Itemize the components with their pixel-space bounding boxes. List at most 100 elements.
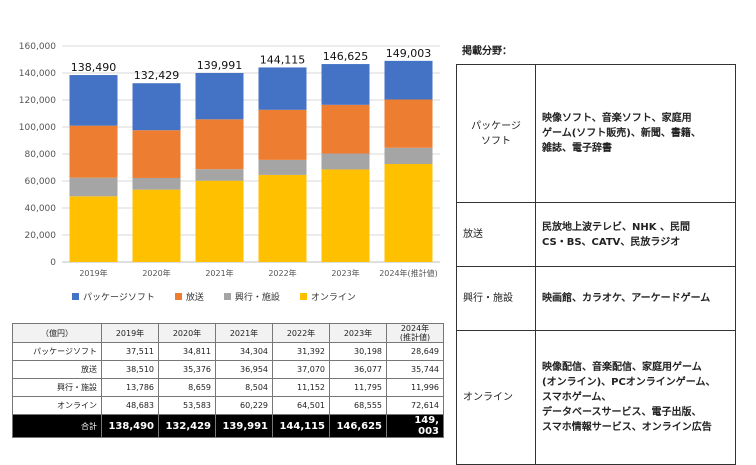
- table-cell: 146,625: [329, 414, 387, 438]
- y-tick-label: 160,000: [19, 42, 56, 52]
- stacked-bar-chart: 0 20,000 40,000 60,000 80,000 100,000 120,000 1…: [19, 42, 440, 278]
- bar-segment: [258, 159, 307, 175]
- y-tick-label: 0: [50, 258, 56, 268]
- table-row-label: 放送: [12, 360, 102, 379]
- table-row: パッケージソフト 37,511 34,811 34,304 31,392 30,198 28…: [12, 342, 444, 361]
- table-column-header: 2023年: [329, 323, 387, 343]
- y-tick-label: 140,000: [19, 69, 56, 79]
- table-row: 放送 38,510 35,376 36,954 37,070 36,077 35,744: [12, 360, 444, 379]
- legend-label: パッケージソフト: [83, 293, 155, 303]
- bar-segment: [195, 119, 244, 170]
- table-cell: 35,376: [158, 360, 216, 379]
- x-tick-label: 2024年(推計値): [379, 268, 438, 278]
- bar-segment: [384, 99, 433, 148]
- table-column-header: 2020年: [158, 323, 216, 343]
- table-row: オンライン 48,683 53,583 60,229 64,501 68,555 72,61…: [12, 396, 444, 415]
- table-cell: 36,077: [329, 360, 387, 379]
- category-description: 民放地上波テレビ、NHK 、民間 CS・BS、CATV、民放ラジオ: [535, 202, 736, 267]
- bar-segment: [132, 130, 181, 178]
- total-data-label: 146,625: [323, 50, 369, 63]
- category-row: 興行・施設 映画館、カラオケ、アーケードゲーム: [456, 266, 736, 331]
- bar-segment: [69, 196, 118, 262]
- legend-label: オンライン: [310, 293, 356, 303]
- category-name: 興行・施設: [456, 266, 536, 331]
- table-cell: 11,152: [272, 378, 330, 397]
- table-cell: 11,996: [386, 378, 444, 397]
- bar-segment: [258, 67, 307, 110]
- legend-label: 興行・施設: [234, 293, 280, 303]
- table-cell: 8,504: [215, 378, 273, 397]
- table-cell: 60,229: [215, 396, 273, 415]
- x-tick-label: 2022年: [268, 268, 296, 278]
- table-column-header: 2021年: [215, 323, 273, 343]
- table-cell: 53,583: [158, 396, 216, 415]
- legend-swatch: [72, 293, 79, 300]
- category-table: パッケージ ソフト 映像ソフト、音楽ソフト、家庭用 ゲーム(ソフト販売)、新聞、書…: [456, 64, 736, 465]
- category-row: 放送 民放地上波テレビ、NHK 、民間 CS・BS、CATV、民放ラジオ: [456, 202, 736, 267]
- table-cell: 68,555: [329, 396, 387, 415]
- table-cell: 34,304: [215, 342, 273, 361]
- bar-segment: [321, 169, 370, 262]
- category-row: オンライン 映像配信、音楽配信、家庭用ゲーム (オンライン)、PCオンラインゲーム…: [456, 330, 736, 465]
- total-data-label: 138,490: [71, 61, 117, 74]
- bar-segment: [195, 73, 244, 120]
- table-cell: 138,490: [101, 414, 159, 438]
- table-header-row: （億円） 2019年 2020年 2021年 2022年 2023年 2024年 (推計値…: [12, 323, 444, 343]
- legend-item: パッケージソフト: [72, 290, 155, 303]
- bar-segment: [132, 177, 181, 190]
- bar-segment: [258, 174, 307, 262]
- category-name: 放送: [456, 202, 536, 267]
- x-tick-label: 2023年: [331, 268, 359, 278]
- chart-legend: パッケージソフト 放送 興行・施設 オンライン: [72, 290, 356, 303]
- table-cell: 30,198: [329, 342, 387, 361]
- table-row-label: 興行・施設: [12, 378, 102, 397]
- total-data-label: 149,003: [386, 47, 432, 60]
- bar-segment: [69, 125, 118, 178]
- legend-item: 放送: [174, 290, 204, 303]
- y-tick-label: 60,000: [25, 177, 57, 187]
- table-cell: 31,392: [272, 342, 330, 361]
- category-name: パッケージ ソフト: [456, 64, 536, 203]
- category-description: 映画館、カラオケ、アーケードゲーム: [535, 266, 736, 331]
- table-cell: 144,115: [272, 414, 330, 438]
- table-cell: 11,795: [329, 378, 387, 397]
- table-cell: 132,429: [158, 414, 216, 438]
- legend-label: 放送: [185, 293, 204, 303]
- table-cell: 48,683: [101, 396, 159, 415]
- table-cell: 72,614: [386, 396, 444, 415]
- bar-segment: [69, 75, 118, 126]
- legend-item: 興行・施設: [223, 290, 280, 303]
- data-table: （億円） 2019年 2020年 2021年 2022年 2023年 2024年 (推計値…: [12, 323, 444, 438]
- table-cell: 34,811: [158, 342, 216, 361]
- table-cell: 35,744: [386, 360, 444, 379]
- table-cell: 13,786: [101, 378, 159, 397]
- legend-item: オンライン: [299, 290, 356, 303]
- x-tick-label: 2019年: [79, 268, 107, 278]
- table-row: 合計 138,490 132,429 139,991 144,115 146,625 149…: [12, 414, 444, 438]
- table-column-header: 2022年: [272, 323, 330, 343]
- category-description: 映像配信、音楽配信、家庭用ゲーム (オンライン)、PCオンラインゲーム、 スマホ…: [535, 330, 736, 465]
- x-tick-label: 2020年: [142, 268, 170, 278]
- category-description: 映像ソフト、音楽ソフト、家庭用 ゲーム(ソフト販売)、新聞、書籍、 雑誌、電子辞…: [535, 64, 736, 203]
- y-tick-label: 80,000: [25, 150, 57, 160]
- total-data-label: 144,115: [260, 53, 306, 66]
- table-cell: 36,954: [215, 360, 273, 379]
- bar-segment: [321, 153, 370, 170]
- table-cell: 28,649: [386, 342, 444, 361]
- legend-swatch: [299, 293, 307, 300]
- legend-swatch: [223, 293, 231, 300]
- y-tick-label: 20,000: [25, 231, 57, 241]
- bar-segment: [195, 169, 244, 181]
- table-unit-label: （億円）: [12, 323, 102, 343]
- bar-segment: [384, 147, 433, 164]
- category-row: パッケージ ソフト 映像ソフト、音楽ソフト、家庭用 ゲーム(ソフト販売)、新聞、書…: [456, 64, 736, 203]
- bar-segment: [69, 177, 118, 197]
- bar-segment: [132, 83, 181, 131]
- table-cell: 139,991: [215, 414, 273, 438]
- bar-segment: [258, 109, 307, 160]
- bar-segment: [384, 60, 433, 100]
- category-name: オンライン: [456, 330, 536, 465]
- legend-swatch: [174, 293, 182, 300]
- total-data-label: 132,429: [134, 69, 180, 82]
- bar-segment: [132, 189, 181, 262]
